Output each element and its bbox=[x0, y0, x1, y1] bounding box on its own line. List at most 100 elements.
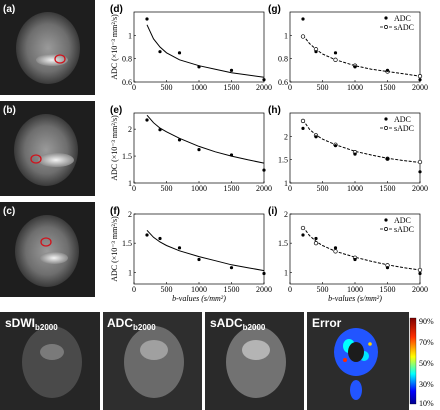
x-tick-label-g: 500 bbox=[317, 83, 329, 92]
x-axis-label-f: b-values (s/mm²) bbox=[172, 294, 226, 303]
sadc-point-g bbox=[300, 34, 306, 39]
adc-point-d bbox=[262, 78, 266, 82]
y-tick-label-d: 0.6 bbox=[122, 78, 132, 87]
chart-e: 0 500 1000 1500 2000 1 1.5 2 ADC (×10⁻³ mm²/s) bbox=[110, 112, 272, 193]
x-tick-label-h: 500 bbox=[317, 184, 329, 193]
y-tick-label-g: 0.8 bbox=[278, 55, 288, 64]
x-tick-label-d: 0 bbox=[132, 83, 136, 92]
x-tick-label-f: 500 bbox=[161, 285, 173, 294]
legend-label-sadc-h: sADC bbox=[394, 124, 414, 133]
x-tick-label-f: 2000 bbox=[256, 285, 272, 294]
legend-label-adc-g: ADC bbox=[394, 14, 411, 23]
x-tick-label-d: 500 bbox=[161, 83, 173, 92]
adc-point-f bbox=[197, 257, 201, 262]
x-tick-label-f: 1000 bbox=[191, 285, 207, 294]
panel-label-c: (c) bbox=[3, 206, 15, 217]
adc-point-e bbox=[197, 148, 201, 152]
adc-point-e bbox=[262, 168, 266, 172]
adc-point-g bbox=[301, 17, 305, 21]
adc-point-f bbox=[229, 266, 234, 270]
roi-circle-c bbox=[40, 237, 52, 247]
x-tick-label-g: 0 bbox=[288, 83, 292, 92]
legend-marker-sadc-g bbox=[384, 25, 388, 29]
x-tick-label-e: 1500 bbox=[224, 184, 240, 193]
chart-d: 0 500 1000 1500 2000 0.6 0.8 1 ADC (×10⁻³ mm²/s) bbox=[110, 11, 272, 92]
legend-marker-sadc-i bbox=[384, 227, 388, 231]
y-tick-label-g: 0.6 bbox=[278, 78, 288, 87]
y-tick-label-d: 0.8 bbox=[122, 55, 132, 64]
panel-label-e: (e) bbox=[110, 105, 122, 116]
y-tick-label-f: 1 bbox=[128, 268, 132, 277]
y-tick-label-d: 1 bbox=[128, 31, 132, 40]
fit-line-g bbox=[302, 34, 421, 77]
x-tick-label-d: 2000 bbox=[256, 83, 272, 92]
sadc-point-i bbox=[313, 241, 319, 246]
y-tick-label-e: 1 bbox=[128, 179, 132, 188]
colorbar-tick-10: 10% bbox=[419, 399, 434, 408]
y-tick-label-h: 2 bbox=[284, 132, 288, 141]
y-axis-label-f: ADC (×10⁻³ mm²/s) bbox=[110, 216, 119, 282]
sadc-point-i bbox=[333, 249, 338, 254]
x-tick-label-f: 1500 bbox=[224, 285, 240, 294]
adc-point-g bbox=[418, 78, 422, 82]
y-tick-label-f: 1.5 bbox=[122, 239, 132, 248]
adc-point-i bbox=[418, 271, 422, 276]
legend-marker-adc-g bbox=[384, 16, 388, 20]
adc-point-h bbox=[385, 157, 390, 161]
adc-point-e bbox=[177, 138, 182, 142]
panel-label-a: (a) bbox=[3, 4, 15, 15]
x-axis-label-i: b-values (s/mm²) bbox=[328, 294, 382, 303]
adc-point-h bbox=[314, 135, 318, 139]
x-tick-label-e: 500 bbox=[161, 184, 173, 193]
sadc-point-i bbox=[417, 267, 423, 273]
adc-point-e bbox=[158, 128, 162, 132]
adc-point-i bbox=[385, 266, 390, 270]
x-tick-label-g: 1000 bbox=[347, 83, 363, 92]
sadc-point-h bbox=[300, 118, 306, 124]
colorbar-tick-90: 90% bbox=[419, 317, 434, 326]
y-tick-label-h: 1.5 bbox=[278, 156, 288, 165]
label-error: Error bbox=[312, 316, 342, 330]
panel-label-h: (h) bbox=[268, 105, 281, 116]
adc-image bbox=[103, 312, 202, 410]
legend-marker-sadc-h bbox=[384, 126, 388, 130]
y-tick-label-i: 2 bbox=[284, 210, 288, 219]
roi-circle-a bbox=[54, 54, 66, 64]
x-tick-label-g: 2000 bbox=[412, 83, 428, 92]
fit-line-h bbox=[302, 119, 421, 163]
x-tick-label-i: 1500 bbox=[380, 285, 396, 294]
chart-i: 0 500 1000 1500 2000 1 1.5 2 b-values (s/mm²) ADC… bbox=[278, 210, 428, 303]
adc-point-d bbox=[177, 51, 182, 55]
adc-point-f bbox=[145, 233, 149, 237]
y-tick-label-g: 1 bbox=[284, 31, 288, 40]
plot-frame-f bbox=[133, 213, 265, 285]
y-tick-label-f: 2 bbox=[128, 210, 132, 219]
adc-point-f bbox=[262, 271, 266, 276]
x-tick-label-i: 500 bbox=[317, 285, 329, 294]
x-tick-label-d: 1500 bbox=[224, 83, 240, 92]
adc-point-e bbox=[229, 153, 234, 157]
sdwi-image bbox=[0, 312, 100, 410]
sadc-point-g bbox=[333, 57, 338, 62]
adc-point-d bbox=[229, 68, 234, 72]
legend-label-sadc-i: sADC bbox=[394, 225, 414, 234]
plot-frame-e bbox=[133, 112, 265, 184]
fit-line-e bbox=[146, 114, 265, 164]
adc-point-e bbox=[145, 118, 149, 122]
y-axis-label-d: ADC (×10⁻³ mm²/s) bbox=[110, 14, 119, 80]
roi-circle-b bbox=[30, 154, 42, 164]
adc-point-g bbox=[333, 51, 338, 55]
x-tick-label-i: 1000 bbox=[347, 285, 363, 294]
adc-point-h bbox=[301, 126, 305, 130]
panel-label-g: (g) bbox=[268, 4, 281, 15]
adc-point-i bbox=[314, 236, 318, 241]
label-sdwi: sDWIb2000 bbox=[5, 316, 58, 332]
plot-frame-d bbox=[133, 11, 265, 83]
colorbar-tick-70: 70% bbox=[419, 338, 434, 347]
colorbar-tick-30: 30% bbox=[419, 380, 434, 389]
fit-line-f bbox=[146, 229, 265, 272]
label-adc: ADCb2000 bbox=[107, 316, 156, 332]
chart-f: 0 500 1000 1500 2000 1 1.5 2 ADC (×10⁻³ mm²/s) b-… bbox=[110, 210, 272, 303]
legend-label-adc-i: ADC bbox=[394, 216, 411, 225]
